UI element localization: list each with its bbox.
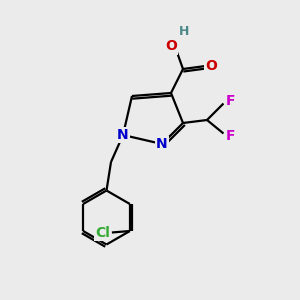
Text: O: O <box>165 40 177 53</box>
Text: O: O <box>205 59 217 73</box>
Text: F: F <box>225 130 235 143</box>
Text: H: H <box>179 25 189 38</box>
Text: F: F <box>225 94 235 107</box>
Text: N: N <box>156 137 168 151</box>
Text: N: N <box>117 128 129 142</box>
Text: Cl: Cl <box>95 226 110 239</box>
